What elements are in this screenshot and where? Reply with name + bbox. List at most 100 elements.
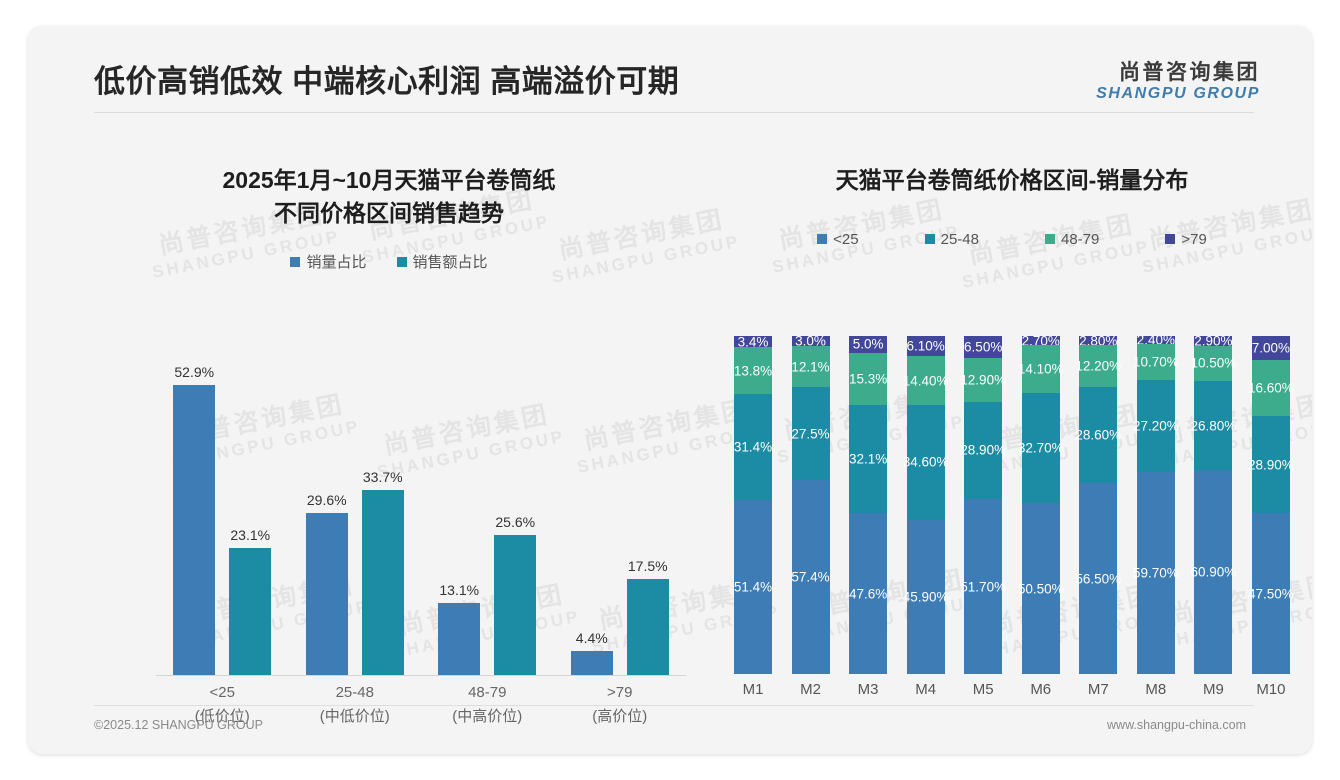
stack-segment[interactable]: 12.90% (960, 357, 1006, 402)
header-divider (94, 112, 1254, 113)
category-label-sub: (中高价位) (452, 708, 523, 725)
stack-segment[interactable]: 16.60% (1248, 359, 1294, 416)
stack-segment-label: 15.3% (848, 371, 888, 387)
stack-segment[interactable]: 28.90% (960, 401, 1006, 500)
stack-segment[interactable]: 5.0% (849, 336, 888, 353)
bar-rect[interactable] (494, 534, 537, 675)
bar-column[interactable]: 29.6% (305, 492, 348, 675)
bar-column[interactable]: 13.1% (438, 582, 481, 675)
stack-segment-label: 26.80% (1190, 418, 1237, 434)
stack-segment[interactable]: 6.50% (964, 336, 1002, 358)
stack-segment-label: 7.00% (1251, 340, 1291, 356)
bar-rect[interactable] (229, 548, 272, 675)
stack-segment[interactable]: 32.70% (1018, 392, 1064, 504)
stack-segment[interactable]: 6.10% (906, 336, 945, 357)
month-label: M2 (800, 681, 821, 698)
stack-segment[interactable]: 51.4% (734, 500, 772, 674)
bar-rect[interactable] (305, 512, 348, 675)
stack-segment[interactable]: 47.6% (849, 513, 887, 674)
stacked-bar-column[interactable]: 2.70% 14.10% 32.70% 50.50% (1018, 336, 1064, 674)
stack-segment[interactable]: 2.90% (1194, 336, 1233, 348)
stack-segment-label: 32.1% (848, 451, 888, 467)
stack-segment-label: 14.10% (1017, 361, 1064, 377)
bar-column[interactable]: 17.5% (626, 558, 669, 675)
bar-rect[interactable] (361, 490, 404, 675)
legend-item-2[interactable]: 48-79 (1045, 231, 1099, 248)
bar-column[interactable]: 33.7% (361, 469, 404, 675)
bar-group: 29.6% 33.7% (296, 469, 414, 675)
legend-swatch-icon (817, 234, 828, 245)
left-chart-axis (156, 675, 686, 676)
legend-item-3[interactable]: >79 (1165, 230, 1207, 248)
stack-segment-label: 16.60% (1248, 380, 1294, 396)
stack-segment[interactable]: 47.50% (1248, 513, 1294, 674)
stack-segment[interactable]: 2.80% (1079, 336, 1117, 348)
bar-column[interactable]: 52.9% (173, 364, 216, 675)
legend-item-1[interactable]: 销售额占比 (396, 251, 488, 272)
brand-logo: 尚普咨询集团 SHANGPU GROUP (1096, 61, 1260, 103)
bar-rect[interactable] (570, 650, 613, 675)
stack-segment[interactable]: 28.90% (1248, 415, 1294, 514)
bar-column[interactable]: 25.6% (494, 514, 537, 675)
stack-segment[interactable]: 34.60% (903, 404, 949, 521)
bar-rect[interactable] (626, 579, 669, 675)
left-chart-plot: 52.9% 23.1% 29.6% 33.7% 13.1% 25.6% 4.4% 17.5% … (156, 331, 686, 725)
stack-segment-label: 10.50% (1190, 355, 1237, 371)
bar-value-label: 52.9% (174, 363, 215, 380)
stack-segment-label: 6.10% (906, 338, 945, 354)
stack-segment[interactable]: 56.50% (1075, 483, 1121, 674)
legend-item-0[interactable]: <25 (817, 231, 859, 248)
stack-segment[interactable]: 15.3% (848, 352, 888, 405)
stack-segment[interactable]: 50.50% (1018, 503, 1064, 674)
stack-segment[interactable]: 2.40% (1137, 336, 1175, 348)
stack-segment-label: 31.4% (733, 439, 773, 455)
stack-segment-label: 59.70% (1132, 565, 1179, 581)
legend-item-0[interactable]: 销量占比 (290, 251, 367, 272)
stack-segment[interactable]: 10.70% (1133, 344, 1179, 381)
stack-segment[interactable]: 60.90% (1190, 470, 1236, 674)
stack-segment[interactable]: 14.40% (903, 356, 949, 405)
stack-segment[interactable]: 12.20% (1075, 345, 1121, 387)
legend-item-1[interactable]: 25-48 (924, 231, 979, 248)
category-label-main: 25-48 (335, 684, 374, 701)
stack-segment[interactable]: 26.80% (1190, 380, 1236, 471)
stack-segment[interactable]: 59.70% (1133, 472, 1179, 674)
legend-label: 销量占比 (306, 254, 367, 272)
bar-rect[interactable] (438, 603, 481, 675)
bar-column[interactable]: 23.1% (229, 527, 272, 675)
stacked-bar-column[interactable]: 2.80% 12.20% 28.60% 56.50% (1075, 336, 1121, 674)
stack-segment[interactable]: 27.5% (791, 387, 830, 480)
stack-segment[interactable]: 51.70% (960, 499, 1006, 674)
stacked-bar-column[interactable]: 5.0% 15.3% 32.1% 47.6% (849, 336, 887, 674)
stacked-bar-column[interactable]: 2.90% 10.50% 26.80% 60.90% (1190, 336, 1236, 674)
stack-segment[interactable]: 28.60% (1075, 386, 1121, 484)
stack-segment[interactable]: 12.1% (791, 346, 830, 388)
bar-rect[interactable] (173, 384, 216, 675)
stacked-bar-column[interactable]: 7.00% 16.60% 28.90% 47.50% (1248, 336, 1294, 674)
stack-segment[interactable]: 2.70% (1022, 336, 1060, 348)
stack-segment[interactable]: 31.4% (733, 394, 773, 501)
stack-segment[interactable]: 27.20% (1133, 380, 1179, 473)
stack-segment[interactable]: 45.90% (903, 520, 949, 674)
stack-segment[interactable]: 7.00% (1252, 336, 1290, 360)
stack-segment[interactable]: 14.10% (1018, 345, 1064, 393)
stack-segment[interactable]: 32.1% (848, 404, 888, 514)
stack-segment-label: 3.4% (737, 336, 769, 350)
legend-label: >79 (1181, 230, 1207, 248)
stacked-bar-column[interactable]: 2.40% 10.70% 27.20% 59.70% (1133, 336, 1179, 674)
stack-segment[interactable]: 13.8% (734, 347, 772, 395)
stacked-bar-column[interactable]: 3.0% 12.1% 27.5% 57.4% (791, 336, 830, 674)
bar-column[interactable]: 4.4% (570, 630, 613, 675)
bar-value-label: 17.5% (627, 558, 668, 575)
stack-segment[interactable]: 57.4% (791, 479, 830, 674)
stacked-bar-column[interactable]: 3.4% 13.8% 31.4% 51.4% (734, 336, 772, 674)
stack-segment[interactable]: 10.50% (1190, 345, 1236, 381)
category-label: 48-79 (中高价位) (428, 681, 546, 729)
stacked-bar-column[interactable]: 6.10% 14.40% 34.60% 45.90% (903, 336, 949, 674)
stack-segment[interactable]: 3.4% (734, 336, 772, 350)
stack-segment[interactable]: 3.0% (791, 336, 830, 349)
stack-segment-label: 50.50% (1017, 581, 1064, 597)
stack-segment-label: 47.6% (848, 586, 888, 602)
stacked-bar-column[interactable]: 6.50% 12.90% 28.90% 51.70% (960, 336, 1006, 674)
